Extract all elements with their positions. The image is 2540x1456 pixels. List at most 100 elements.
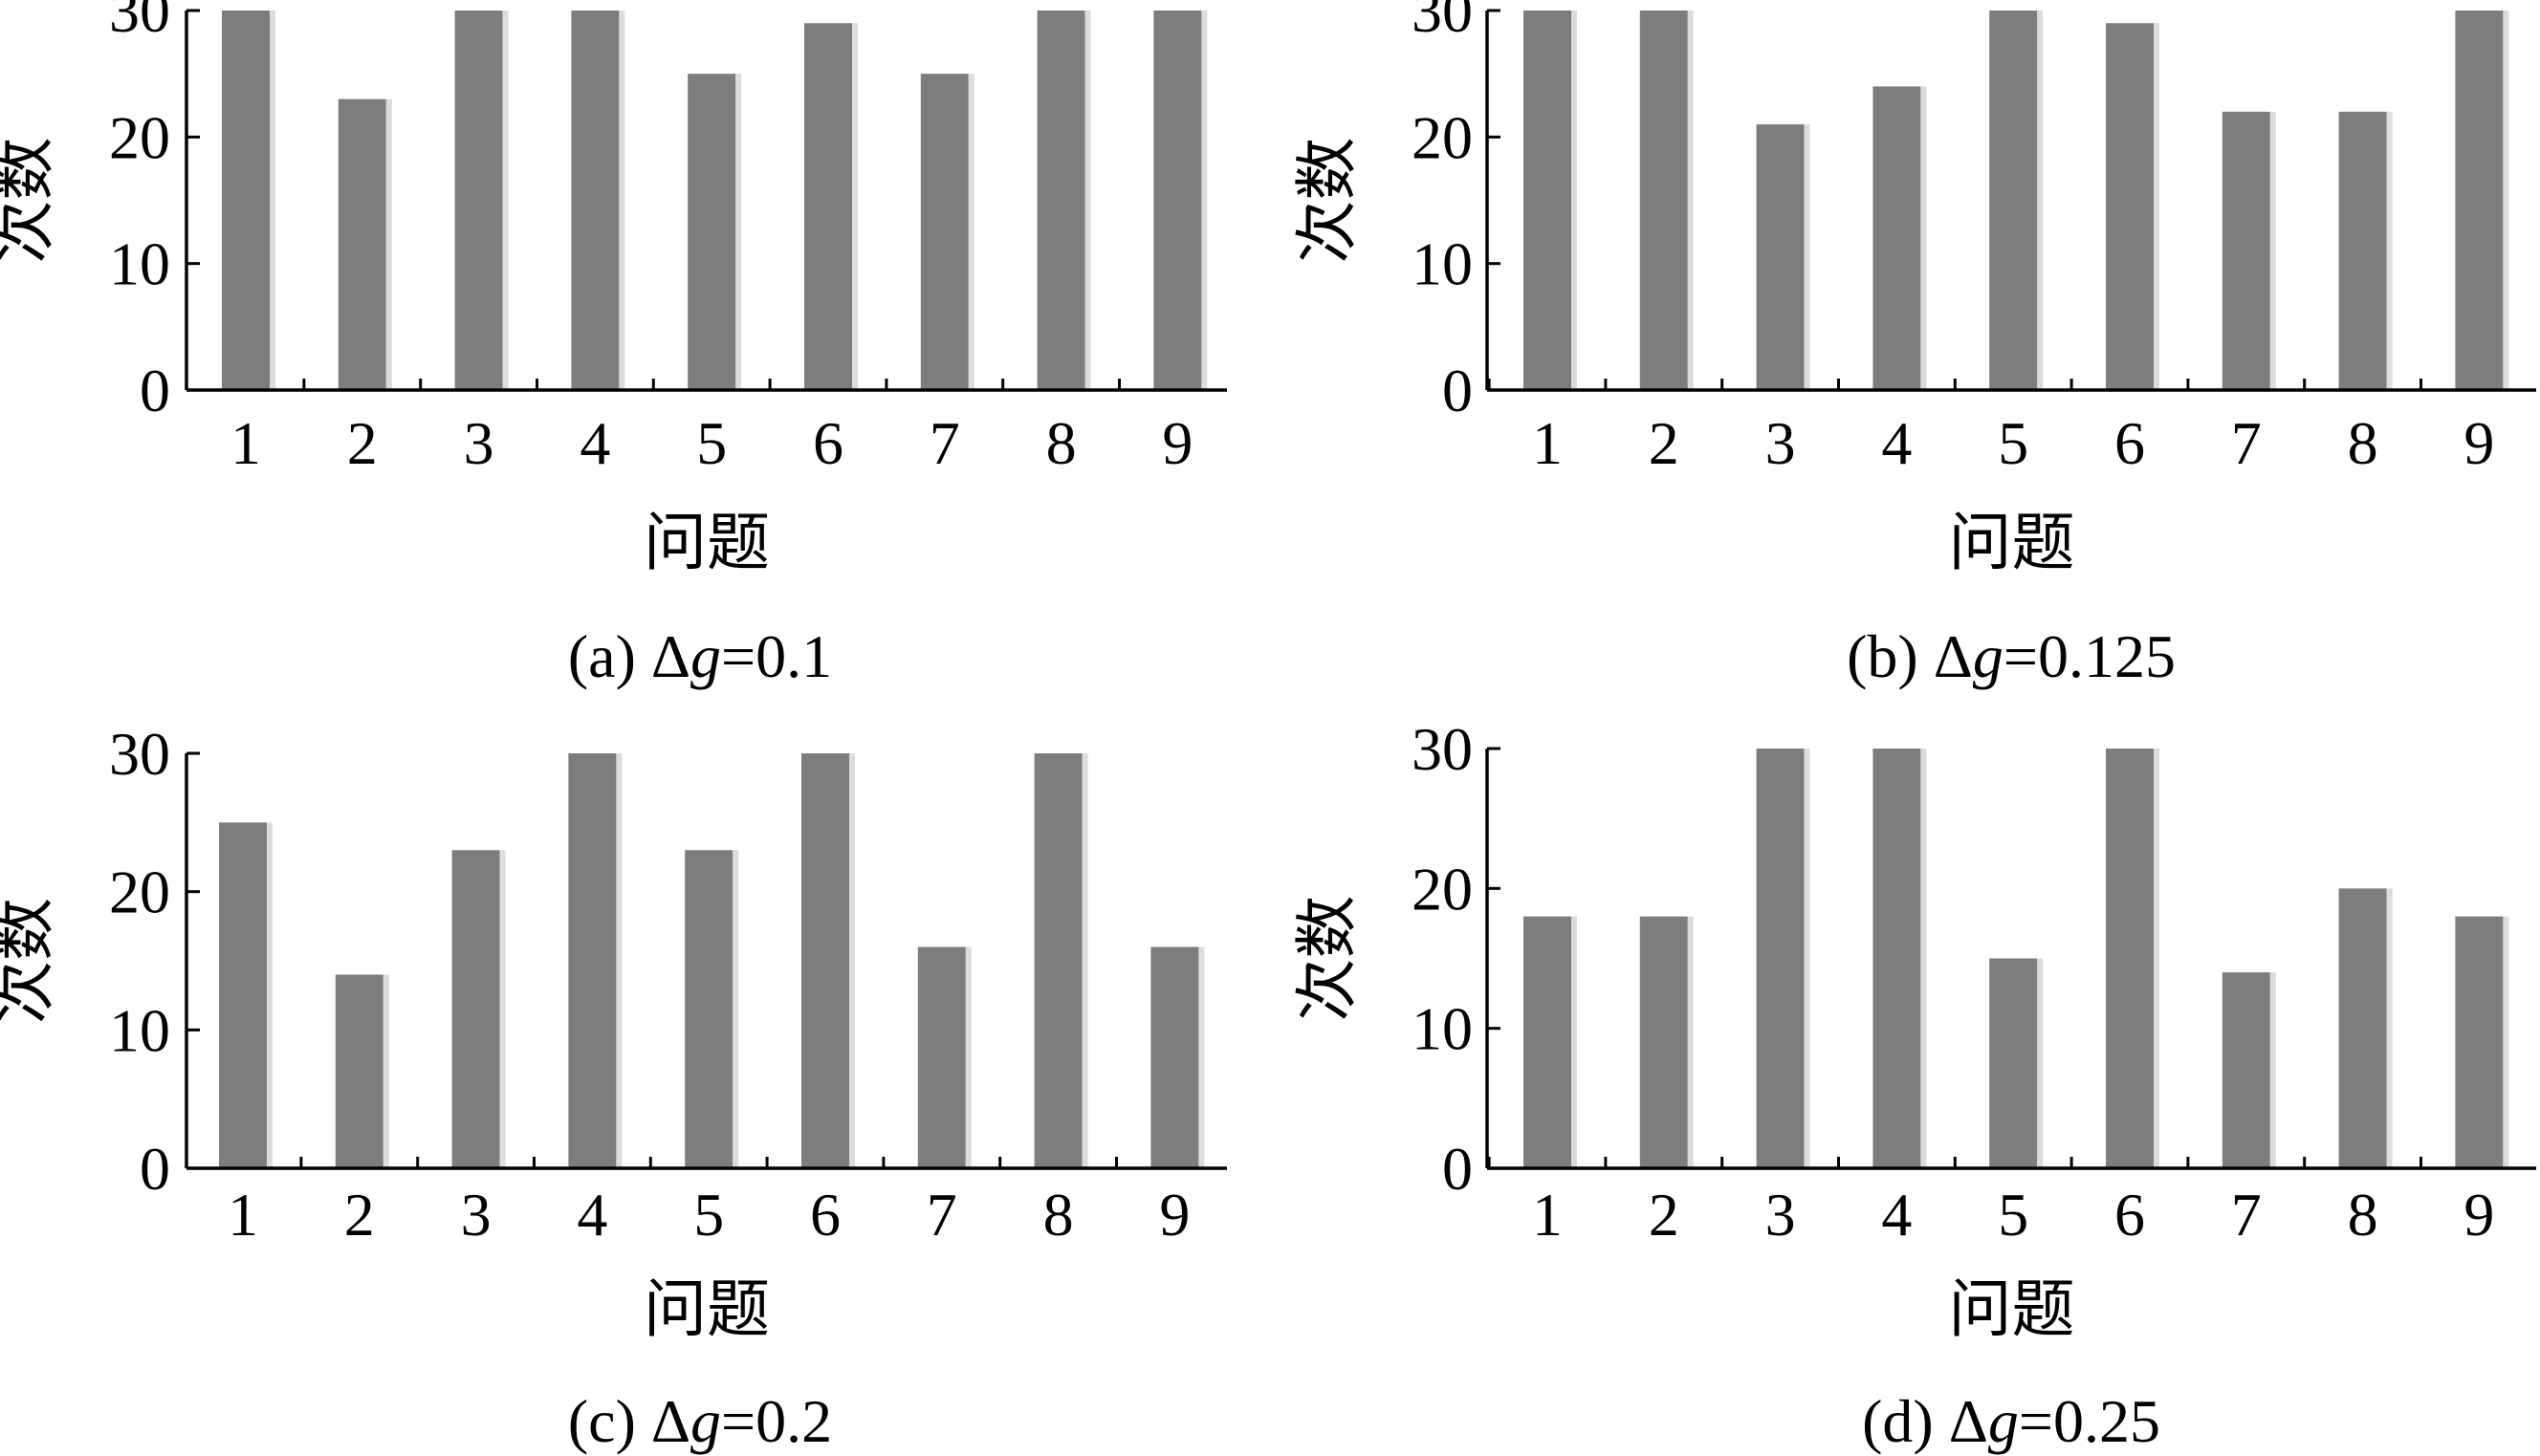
x-tick-label: 2 xyxy=(1649,1181,1679,1249)
bar-shadow-6 xyxy=(849,753,855,1168)
bar-8 xyxy=(1037,11,1085,390)
x-axis-label: 问题 xyxy=(644,1272,770,1346)
y-axis-label: 次数 xyxy=(0,898,61,1024)
bar-8 xyxy=(1034,753,1083,1168)
bar-2 xyxy=(1639,11,1688,390)
bar-3 xyxy=(1756,124,1805,390)
bar-9 xyxy=(2455,11,2504,390)
bar-shadow-7 xyxy=(968,74,974,391)
bar-shadow-7 xyxy=(2269,972,2276,1168)
x-tick-label: 3 xyxy=(461,1181,492,1249)
bar-8 xyxy=(2338,111,2387,390)
x-tick-label: 8 xyxy=(2348,1181,2378,1249)
bar-3 xyxy=(454,11,503,390)
x-tick-label: 9 xyxy=(2463,409,2494,477)
bar-shadow-2 xyxy=(1687,11,1694,390)
x-tick-label: 5 xyxy=(1998,409,2028,477)
bar-shadow-1 xyxy=(267,822,273,1168)
bar-7 xyxy=(917,946,966,1168)
y-tick-label: 0 xyxy=(140,357,170,424)
bar-1 xyxy=(1523,11,1571,390)
bar-4 xyxy=(1872,749,1921,1168)
bar-4 xyxy=(571,11,620,390)
x-tick-label: 5 xyxy=(693,1181,724,1249)
bar-6 xyxy=(2106,749,2154,1168)
bar-shadow-8 xyxy=(1084,11,1091,390)
bar-shadow-2 xyxy=(1687,916,1694,1168)
bar-2 xyxy=(335,974,383,1168)
bar-7 xyxy=(2222,972,2270,1168)
bar-shadow-8 xyxy=(1082,753,1088,1168)
bar-shadow-6 xyxy=(852,23,858,390)
bar-7 xyxy=(2222,111,2270,390)
bar-9 xyxy=(1150,946,1199,1168)
x-axis-label: 问题 xyxy=(1949,506,2075,579)
x-tick-label: 2 xyxy=(347,409,378,477)
bar-6 xyxy=(804,23,852,390)
x-tick-label: 7 xyxy=(930,409,960,477)
x-tick-label: 6 xyxy=(2114,409,2145,477)
bar-6 xyxy=(2106,23,2154,390)
x-tick-label: 4 xyxy=(580,409,610,477)
bar-6 xyxy=(801,753,849,1168)
x-axis-label: 问题 xyxy=(644,506,770,579)
bar-9 xyxy=(2455,916,2504,1168)
x-tick-label: 4 xyxy=(577,1181,607,1249)
bar-8 xyxy=(2338,888,2387,1168)
y-tick-label: 0 xyxy=(1442,1135,1473,1203)
bar-5 xyxy=(688,74,736,391)
y-axis-label: 次数 xyxy=(1290,896,1364,1022)
x-tick-label: 9 xyxy=(1159,1181,1190,1249)
x-tick-label: 8 xyxy=(2348,409,2378,477)
bar-shadow-3 xyxy=(499,850,506,1168)
bar-shadow-6 xyxy=(2154,23,2159,390)
y-tick-label: 20 xyxy=(109,103,170,171)
y-tick-label: 30 xyxy=(1412,0,1473,45)
y-tick-label: 10 xyxy=(109,996,170,1064)
bar-shadow-7 xyxy=(2269,111,2276,390)
x-tick-label: 9 xyxy=(2463,1181,2494,1249)
x-tick-label: 8 xyxy=(1043,1181,1074,1249)
x-tick-label: 1 xyxy=(228,1181,258,1249)
y-tick-label: 30 xyxy=(1412,715,1473,783)
y-tick-label: 0 xyxy=(140,1135,170,1203)
bar-shadow-5 xyxy=(2037,958,2044,1168)
y-axis-label: 次数 xyxy=(1290,138,1364,264)
bar-2 xyxy=(338,98,386,390)
y-tick-label: 10 xyxy=(1412,230,1473,298)
x-tick-label: 8 xyxy=(1046,409,1077,477)
x-tick-label: 1 xyxy=(1532,409,1563,477)
bar-shadow-9 xyxy=(1201,11,1208,390)
x-tick-label: 7 xyxy=(2231,409,2262,477)
bar-5 xyxy=(1989,958,2038,1168)
bar-shadow-1 xyxy=(1571,11,1577,390)
y-tick-label: 30 xyxy=(109,720,170,788)
bar-shadow-6 xyxy=(2154,749,2159,1168)
bar-shadow-4 xyxy=(616,753,623,1168)
bar-shadow-3 xyxy=(502,11,509,390)
x-tick-label: 6 xyxy=(810,1181,841,1249)
x-tick-label: 4 xyxy=(1881,409,1912,477)
x-tick-label: 5 xyxy=(696,409,727,477)
x-tick-label: 1 xyxy=(1532,1181,1563,1249)
bar-shadow-9 xyxy=(1198,946,1205,1168)
panel-caption: (c) Δg=0.2 xyxy=(568,1387,832,1455)
y-tick-label: 20 xyxy=(1412,103,1473,171)
bar-shadow-1 xyxy=(270,11,275,390)
x-tick-label: 9 xyxy=(1162,409,1193,477)
y-axis-label: 次数 xyxy=(0,138,61,264)
x-tick-label: 3 xyxy=(1765,1181,1796,1249)
x-tick-label: 2 xyxy=(1649,409,1679,477)
bar-shadow-2 xyxy=(385,98,392,390)
y-tick-label: 20 xyxy=(109,858,170,926)
bar-shadow-9 xyxy=(2503,11,2509,390)
y-tick-label: 20 xyxy=(1412,855,1473,923)
bar-shadow-8 xyxy=(2386,888,2393,1168)
x-tick-label: 3 xyxy=(464,409,494,477)
bar-shadow-3 xyxy=(1804,124,1810,390)
bar-9 xyxy=(1153,11,1202,390)
bar-shadow-4 xyxy=(619,11,625,390)
bar-1 xyxy=(1523,916,1571,1168)
bar-shadow-3 xyxy=(1804,749,1810,1168)
